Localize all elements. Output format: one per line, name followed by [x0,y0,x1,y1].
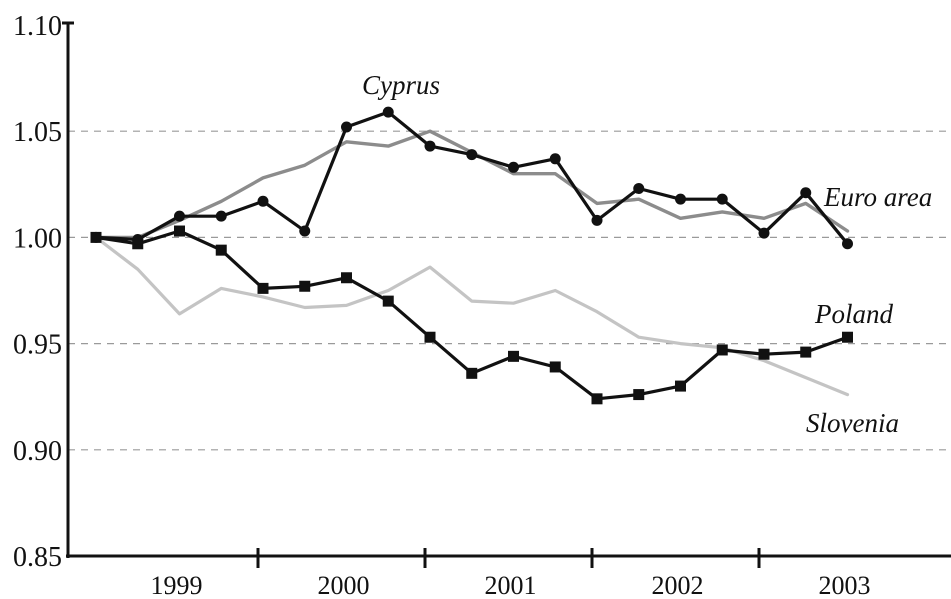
data-point-cyprus [466,149,478,161]
data-point-poland [716,344,728,356]
series-labels: Cyprus Euro area Poland Slovenia [362,70,932,438]
series-label-slovenia: Slovenia [806,408,899,438]
data-point-cyprus [633,183,645,195]
data-point-poland [800,346,812,358]
x-tick-label: 1999 [151,571,203,599]
data-point-poland [633,389,645,401]
data-point-poland [466,367,478,379]
x-tick-label: 2003 [819,571,871,599]
axes: 0.85 0.90 0.95 1.00 1.05 1.10 1999 2000 2001 2002… [13,11,951,599]
x-tick-label: 2000 [318,571,370,599]
data-point-cyprus [174,210,185,222]
data-point-cyprus [215,210,227,222]
x-tick-label: 2001 [485,571,537,599]
data-point-poland [675,380,686,392]
data-point-poland [508,350,519,362]
y-tick-label: 0.90 [13,436,62,467]
data-point-cyprus [508,161,519,173]
data-point-cyprus [382,106,394,118]
x-tick-label: 2002 [652,571,704,599]
y-tick-label: 1.05 [13,117,62,148]
data-point-cyprus [716,193,728,205]
data-point-poland [174,225,185,237]
data-point-cyprus [591,214,603,226]
series-label-poland: Poland [814,299,893,329]
series-line-cyprus [94,110,850,246]
y-tick-label: 0.95 [13,330,62,361]
data-point-poland [382,295,394,307]
data-point-poland [424,331,436,343]
data-point-cyprus [299,225,311,237]
series-layer [90,106,853,405]
y-tick-label: 0.85 [13,542,62,573]
data-point-cyprus [842,238,853,250]
data-point-poland [215,244,227,256]
series-label-cyprus: Cyprus [362,70,440,100]
data-point-poland [549,361,561,373]
data-point-poland [341,272,352,284]
data-point-poland [591,393,603,405]
data-point-cyprus [90,231,102,243]
data-point-poland [758,348,770,360]
series-line-euro-area [94,129,850,240]
data-point-cyprus [424,140,436,152]
data-point-poland [842,331,853,343]
data-point-cyprus [758,227,770,239]
data-point-cyprus [132,234,144,246]
y-tick-label: 1.10 [13,11,62,42]
y-tick-label: 1.00 [13,223,62,254]
gridlines [68,130,951,451]
data-point-poland [299,280,311,292]
data-point-poland [257,282,269,294]
series-label-euro-area: Euro area [823,182,932,212]
data-point-cyprus [341,121,352,133]
data-point-cyprus [800,187,812,199]
data-point-cyprus [675,193,686,205]
data-point-cyprus [257,195,269,207]
data-point-cyprus [549,153,561,165]
